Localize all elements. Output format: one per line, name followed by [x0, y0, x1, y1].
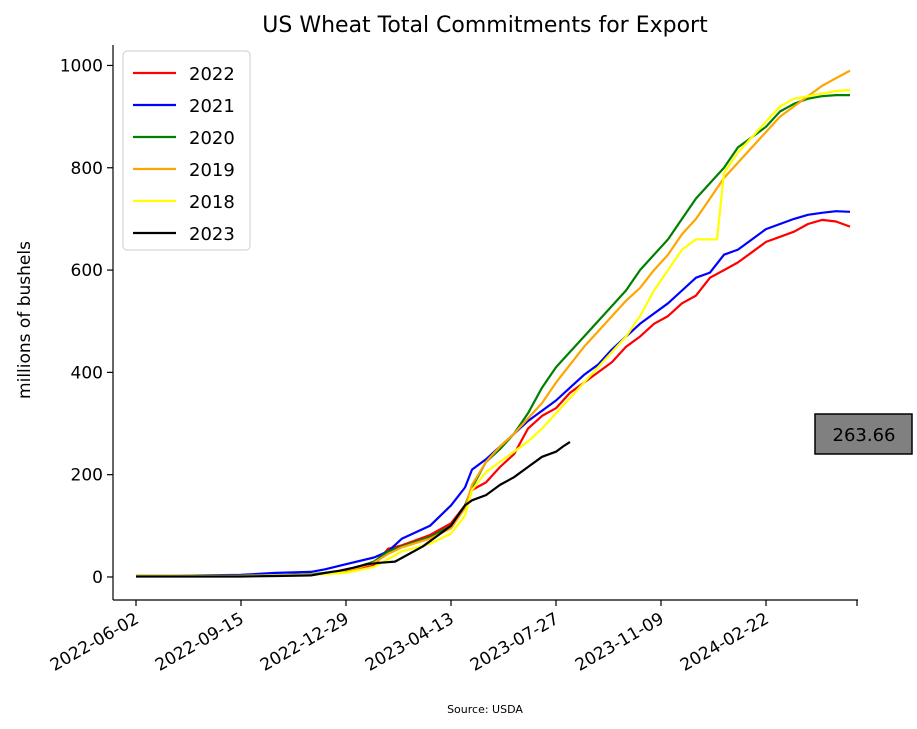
source-note: Source: USDA	[447, 703, 523, 716]
legend: 2022 2021 2020 2019 2018 2023	[122, 50, 251, 251]
legend-items: 2022 2021 2020 2019 2018 2023	[133, 64, 235, 245]
x-tick-label: 2023-07-27	[467, 609, 563, 676]
last-value-annotation: 263.66	[814, 413, 913, 455]
x-tick-label: 2022-12-29	[257, 609, 353, 676]
x-tick-label: 2022-06-02	[47, 609, 143, 676]
legend-label-2019: 2019	[189, 160, 235, 181]
annotation-box	[814, 413, 913, 455]
series-line-2023	[136, 440, 571, 578]
y-tick-label: 1000	[60, 56, 103, 76]
y-tick-label: 600	[71, 261, 103, 281]
series-layer	[136, 69, 851, 578]
x-tick-label: 2023-11-09	[572, 609, 668, 676]
chart-title: US Wheat Total Commitments for Export	[262, 13, 708, 38]
axes-layer	[112, 45, 858, 601]
series-line-2021	[136, 210, 851, 578]
legend-label-2020: 2020	[189, 128, 235, 149]
annotation-text: 263.66	[833, 425, 896, 446]
y-tick-label: 400	[71, 363, 103, 383]
legend-label-2018: 2018	[189, 192, 235, 213]
legend-label-2021: 2021	[189, 96, 235, 117]
x-tick-label: 2024-02-22	[677, 609, 773, 676]
series-line-2022	[136, 218, 851, 578]
legend-label-2023: 2023	[189, 224, 235, 245]
x-tick-label: 2022-09-15	[152, 609, 248, 676]
y-axis-label: millions of bushels	[15, 241, 35, 399]
y-tick-label: 0	[92, 568, 103, 588]
legend-label-2022: 2022	[189, 64, 235, 85]
x-tick-label: 2023-04-13	[362, 609, 458, 676]
y-tick-label: 200	[71, 466, 103, 486]
y-tick-label: 800	[71, 159, 103, 179]
series-line-2018	[136, 88, 851, 578]
